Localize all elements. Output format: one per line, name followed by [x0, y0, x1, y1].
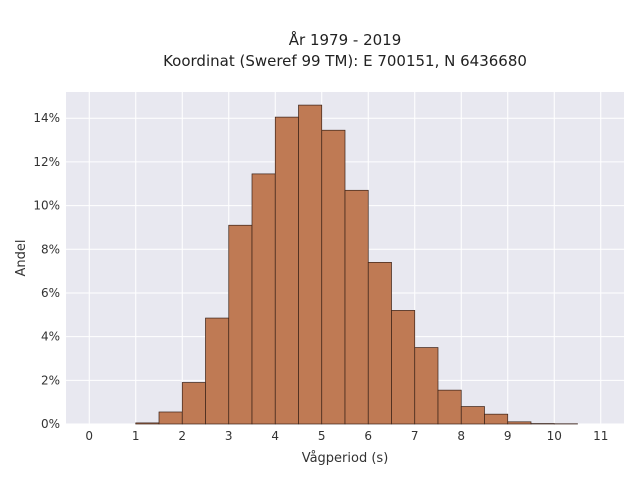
histogram-bar: [205, 317, 230, 425]
x-tick-label: 7: [411, 429, 419, 443]
histogram-bar: [344, 189, 369, 425]
histogram-bar: [414, 347, 439, 425]
histogram-bar: [367, 262, 392, 425]
histogram-bar: [321, 129, 346, 425]
y-axis-label: Andel: [14, 240, 29, 277]
histogram-bar: [228, 224, 253, 425]
x-tick-label: 10: [547, 429, 562, 443]
chart-title-line-1: År 1979 - 2019: [289, 30, 402, 49]
x-tick-label: 2: [178, 429, 186, 443]
histogram-bar: [437, 389, 462, 425]
histogram-bar: [484, 413, 509, 425]
y-tick-label: 0%: [41, 417, 60, 431]
histogram-bar: [298, 104, 323, 425]
histogram-bar: [158, 411, 183, 425]
histogram-bar: [460, 406, 485, 425]
histogram-bar: [391, 310, 416, 425]
chart-title-line-2: Koordinat (Sweref 99 TM): E 700151, N 64…: [163, 52, 527, 70]
x-tick-label: 5: [318, 429, 326, 443]
x-tick-label: 3: [225, 429, 233, 443]
x-tick-label: 1: [132, 429, 140, 443]
histogram-bar: [274, 116, 299, 425]
y-tick-label: 8%: [41, 242, 60, 256]
bars: [135, 104, 578, 425]
x-tick-labels: 0 1 2 3 4 5 6 7 8 9 10 11: [85, 429, 608, 443]
histogram-bar: [507, 421, 532, 425]
y-tick-label: 4%: [41, 330, 60, 344]
y-tick-labels: 0% 2% 4% 6% 8% 10% 12% 14%: [33, 111, 60, 431]
y-tick-label: 6%: [41, 286, 60, 300]
histogram-bar: [181, 382, 206, 425]
y-tick-label: 14%: [33, 111, 60, 125]
x-tick-label: 11: [593, 429, 608, 443]
histogram-bar: [135, 422, 160, 425]
x-tick-label: 6: [364, 429, 372, 443]
x-axis-label: Vågperiod (s): [302, 451, 389, 466]
y-tick-label: 2%: [41, 373, 60, 387]
histogram-bar: [251, 173, 276, 425]
y-tick-label: 10%: [33, 199, 60, 213]
x-tick-label: 0: [85, 429, 93, 443]
x-tick-label: 9: [504, 429, 512, 443]
x-tick-label: 8: [457, 429, 465, 443]
x-tick-label: 4: [271, 429, 279, 443]
y-tick-label: 12%: [33, 155, 60, 169]
